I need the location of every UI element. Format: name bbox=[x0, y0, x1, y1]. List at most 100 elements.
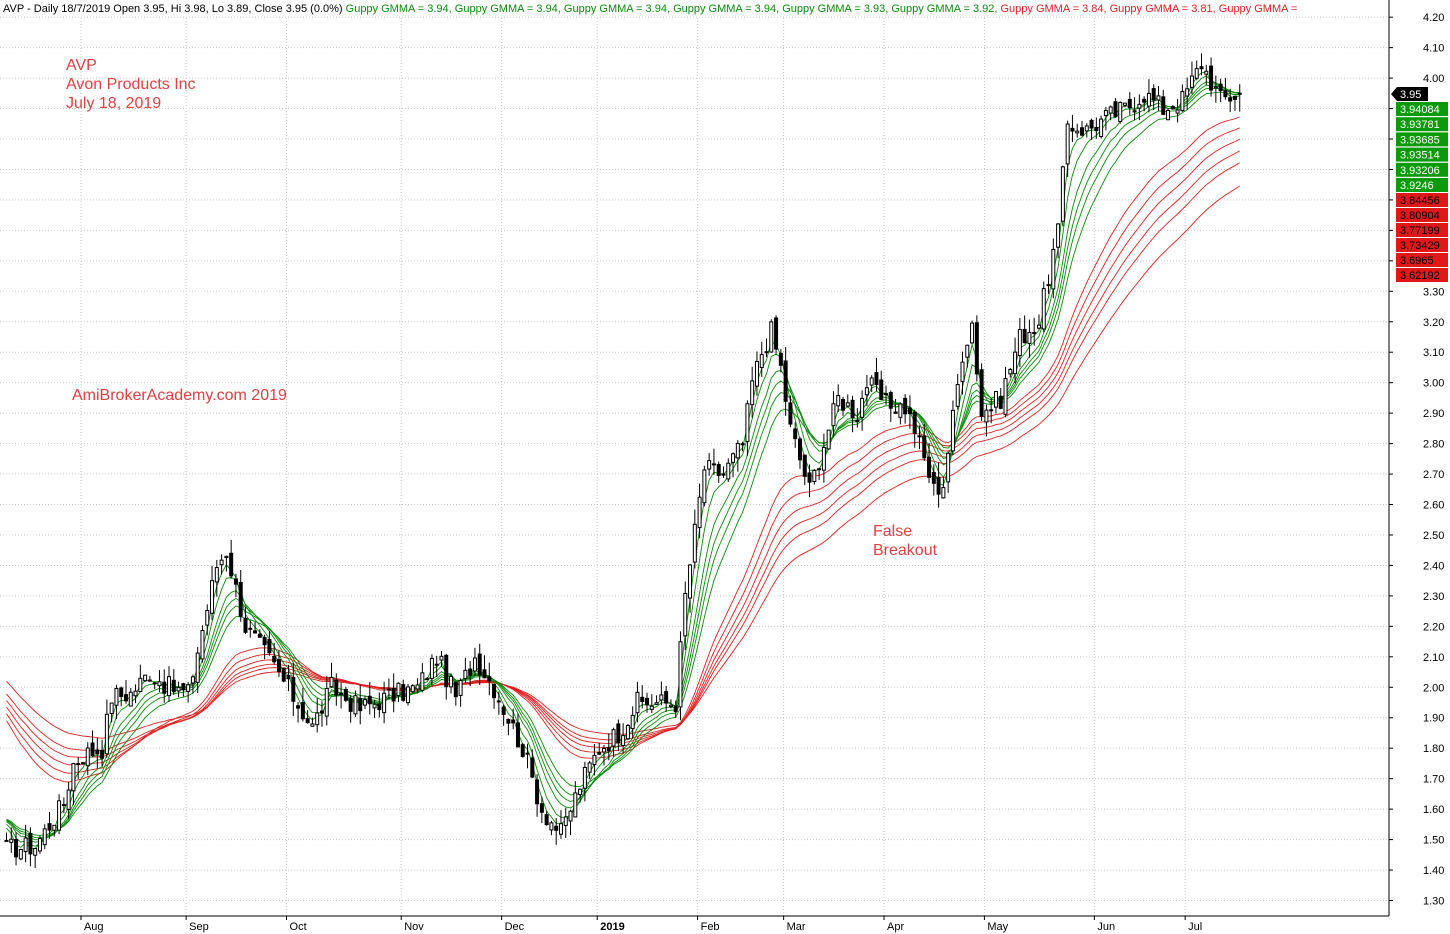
candle-body bbox=[1113, 101, 1118, 118]
candle-body bbox=[429, 657, 434, 679]
candle-body bbox=[1204, 70, 1209, 75]
short-ma-tag: 3.94084 bbox=[1400, 104, 1440, 116]
candle-body bbox=[348, 698, 353, 712]
candle-body bbox=[735, 442, 740, 459]
candle-body bbox=[200, 630, 205, 660]
candle-body bbox=[759, 354, 764, 368]
candle-body bbox=[668, 704, 673, 708]
candle-body bbox=[458, 680, 463, 696]
candle-body bbox=[884, 393, 889, 396]
candle-body bbox=[353, 695, 358, 715]
long-ma-tag-bg bbox=[1396, 253, 1448, 267]
candle-body bbox=[1218, 83, 1223, 92]
candle-body bbox=[530, 757, 535, 778]
candle-body bbox=[66, 789, 71, 810]
candle-body bbox=[114, 688, 119, 706]
candle-body bbox=[845, 402, 850, 407]
short-ma-tag-bg bbox=[1396, 147, 1448, 162]
candle-body bbox=[955, 384, 960, 407]
candle-body bbox=[238, 581, 243, 617]
candle-body bbox=[950, 409, 955, 452]
short-ma-tag-bg bbox=[1396, 102, 1448, 116]
candle-body bbox=[535, 779, 540, 805]
candle-body bbox=[573, 792, 578, 818]
candle-body bbox=[1142, 98, 1147, 103]
candle-body bbox=[57, 800, 62, 831]
candle-body bbox=[382, 692, 387, 714]
candle-body bbox=[630, 714, 635, 730]
header-gmma-value: Guppy GMMA = 3.84, bbox=[1000, 3, 1109, 15]
candle-body bbox=[487, 676, 492, 682]
candle-body bbox=[645, 697, 650, 706]
price-tag-bg bbox=[1391, 87, 1428, 101]
candle-body bbox=[14, 839, 19, 858]
candle-body bbox=[401, 684, 406, 701]
candle-body bbox=[912, 411, 917, 435]
candle-body bbox=[315, 712, 320, 726]
candle-body bbox=[688, 564, 693, 599]
candle-body bbox=[176, 687, 181, 692]
candle-body bbox=[128, 691, 133, 707]
candle-body bbox=[1232, 95, 1237, 100]
candle-body bbox=[1185, 88, 1190, 97]
candle-body bbox=[1127, 98, 1132, 109]
candle-body bbox=[76, 763, 81, 766]
candle-body bbox=[1237, 92, 1242, 95]
candle-body bbox=[974, 322, 979, 375]
y-tick-label: 2.50 bbox=[1423, 530, 1444, 542]
candle-body bbox=[716, 464, 721, 476]
candle-body bbox=[659, 694, 664, 701]
header-gmma-value: Guppy GMMA = 3.94, bbox=[673, 3, 782, 15]
watermark: AmiBrokerAcademy.com 2019 bbox=[72, 387, 287, 404]
candle-body bbox=[1170, 105, 1175, 110]
y-tick-label: 4.00 bbox=[1423, 73, 1444, 85]
company-label: Avon Products Inc bbox=[66, 76, 196, 93]
candle-body bbox=[774, 317, 779, 350]
candle-body bbox=[554, 825, 559, 831]
candle-body bbox=[267, 639, 272, 654]
candle-body bbox=[515, 722, 520, 748]
candle-body bbox=[104, 713, 109, 755]
candle-body bbox=[793, 428, 798, 440]
candle-body bbox=[248, 627, 253, 630]
y-tick-label: 1.80 bbox=[1423, 743, 1444, 755]
candle-body bbox=[1022, 328, 1027, 344]
candle-body bbox=[119, 687, 124, 698]
candle-body bbox=[740, 443, 745, 446]
candle-body bbox=[1075, 130, 1080, 134]
candle-body bbox=[903, 397, 908, 415]
candle-body bbox=[625, 724, 630, 740]
candle-body bbox=[697, 496, 702, 528]
candle-body bbox=[1027, 331, 1032, 344]
candle-body bbox=[95, 749, 100, 755]
candle-body bbox=[936, 476, 941, 495]
title-block: AVP Avon Products Inc July 18, 2019 bbox=[66, 56, 196, 113]
candle-body bbox=[941, 487, 946, 499]
candle-body bbox=[922, 435, 927, 459]
y-tick-label: 1.90 bbox=[1423, 713, 1444, 725]
header-gmma-value: Guppy GMMA = bbox=[1219, 3, 1298, 15]
candle-body bbox=[898, 403, 903, 418]
candle-body bbox=[1094, 126, 1099, 132]
candle-body bbox=[147, 679, 152, 682]
short-ma-tag: 3.93685 bbox=[1400, 134, 1440, 146]
candle-body bbox=[286, 674, 291, 680]
candle-body bbox=[296, 705, 301, 709]
candle-body bbox=[492, 683, 497, 699]
candle-body bbox=[214, 567, 219, 583]
long-ma-tag-bg bbox=[1396, 268, 1448, 282]
candle-body bbox=[1017, 329, 1022, 357]
candle-body bbox=[334, 679, 339, 696]
candle-body bbox=[1189, 75, 1194, 88]
candle-body bbox=[449, 675, 454, 688]
candle-body bbox=[544, 814, 549, 826]
short-ma-tag: 3.93206 bbox=[1400, 165, 1440, 177]
header-gmma-value: Guppy GMMA = 3.94, bbox=[346, 3, 455, 15]
candle-body bbox=[229, 552, 234, 577]
price-axis-labels: 1.30 1.40 1.50 1.60 1.70 1.80 1.90 2.00 2.10 2.20… bbox=[1391, 12, 1448, 908]
candle-body bbox=[731, 453, 736, 463]
candle-body bbox=[745, 403, 750, 443]
candle-body bbox=[788, 402, 793, 425]
candle-body bbox=[927, 456, 932, 478]
candle-body bbox=[219, 559, 224, 566]
